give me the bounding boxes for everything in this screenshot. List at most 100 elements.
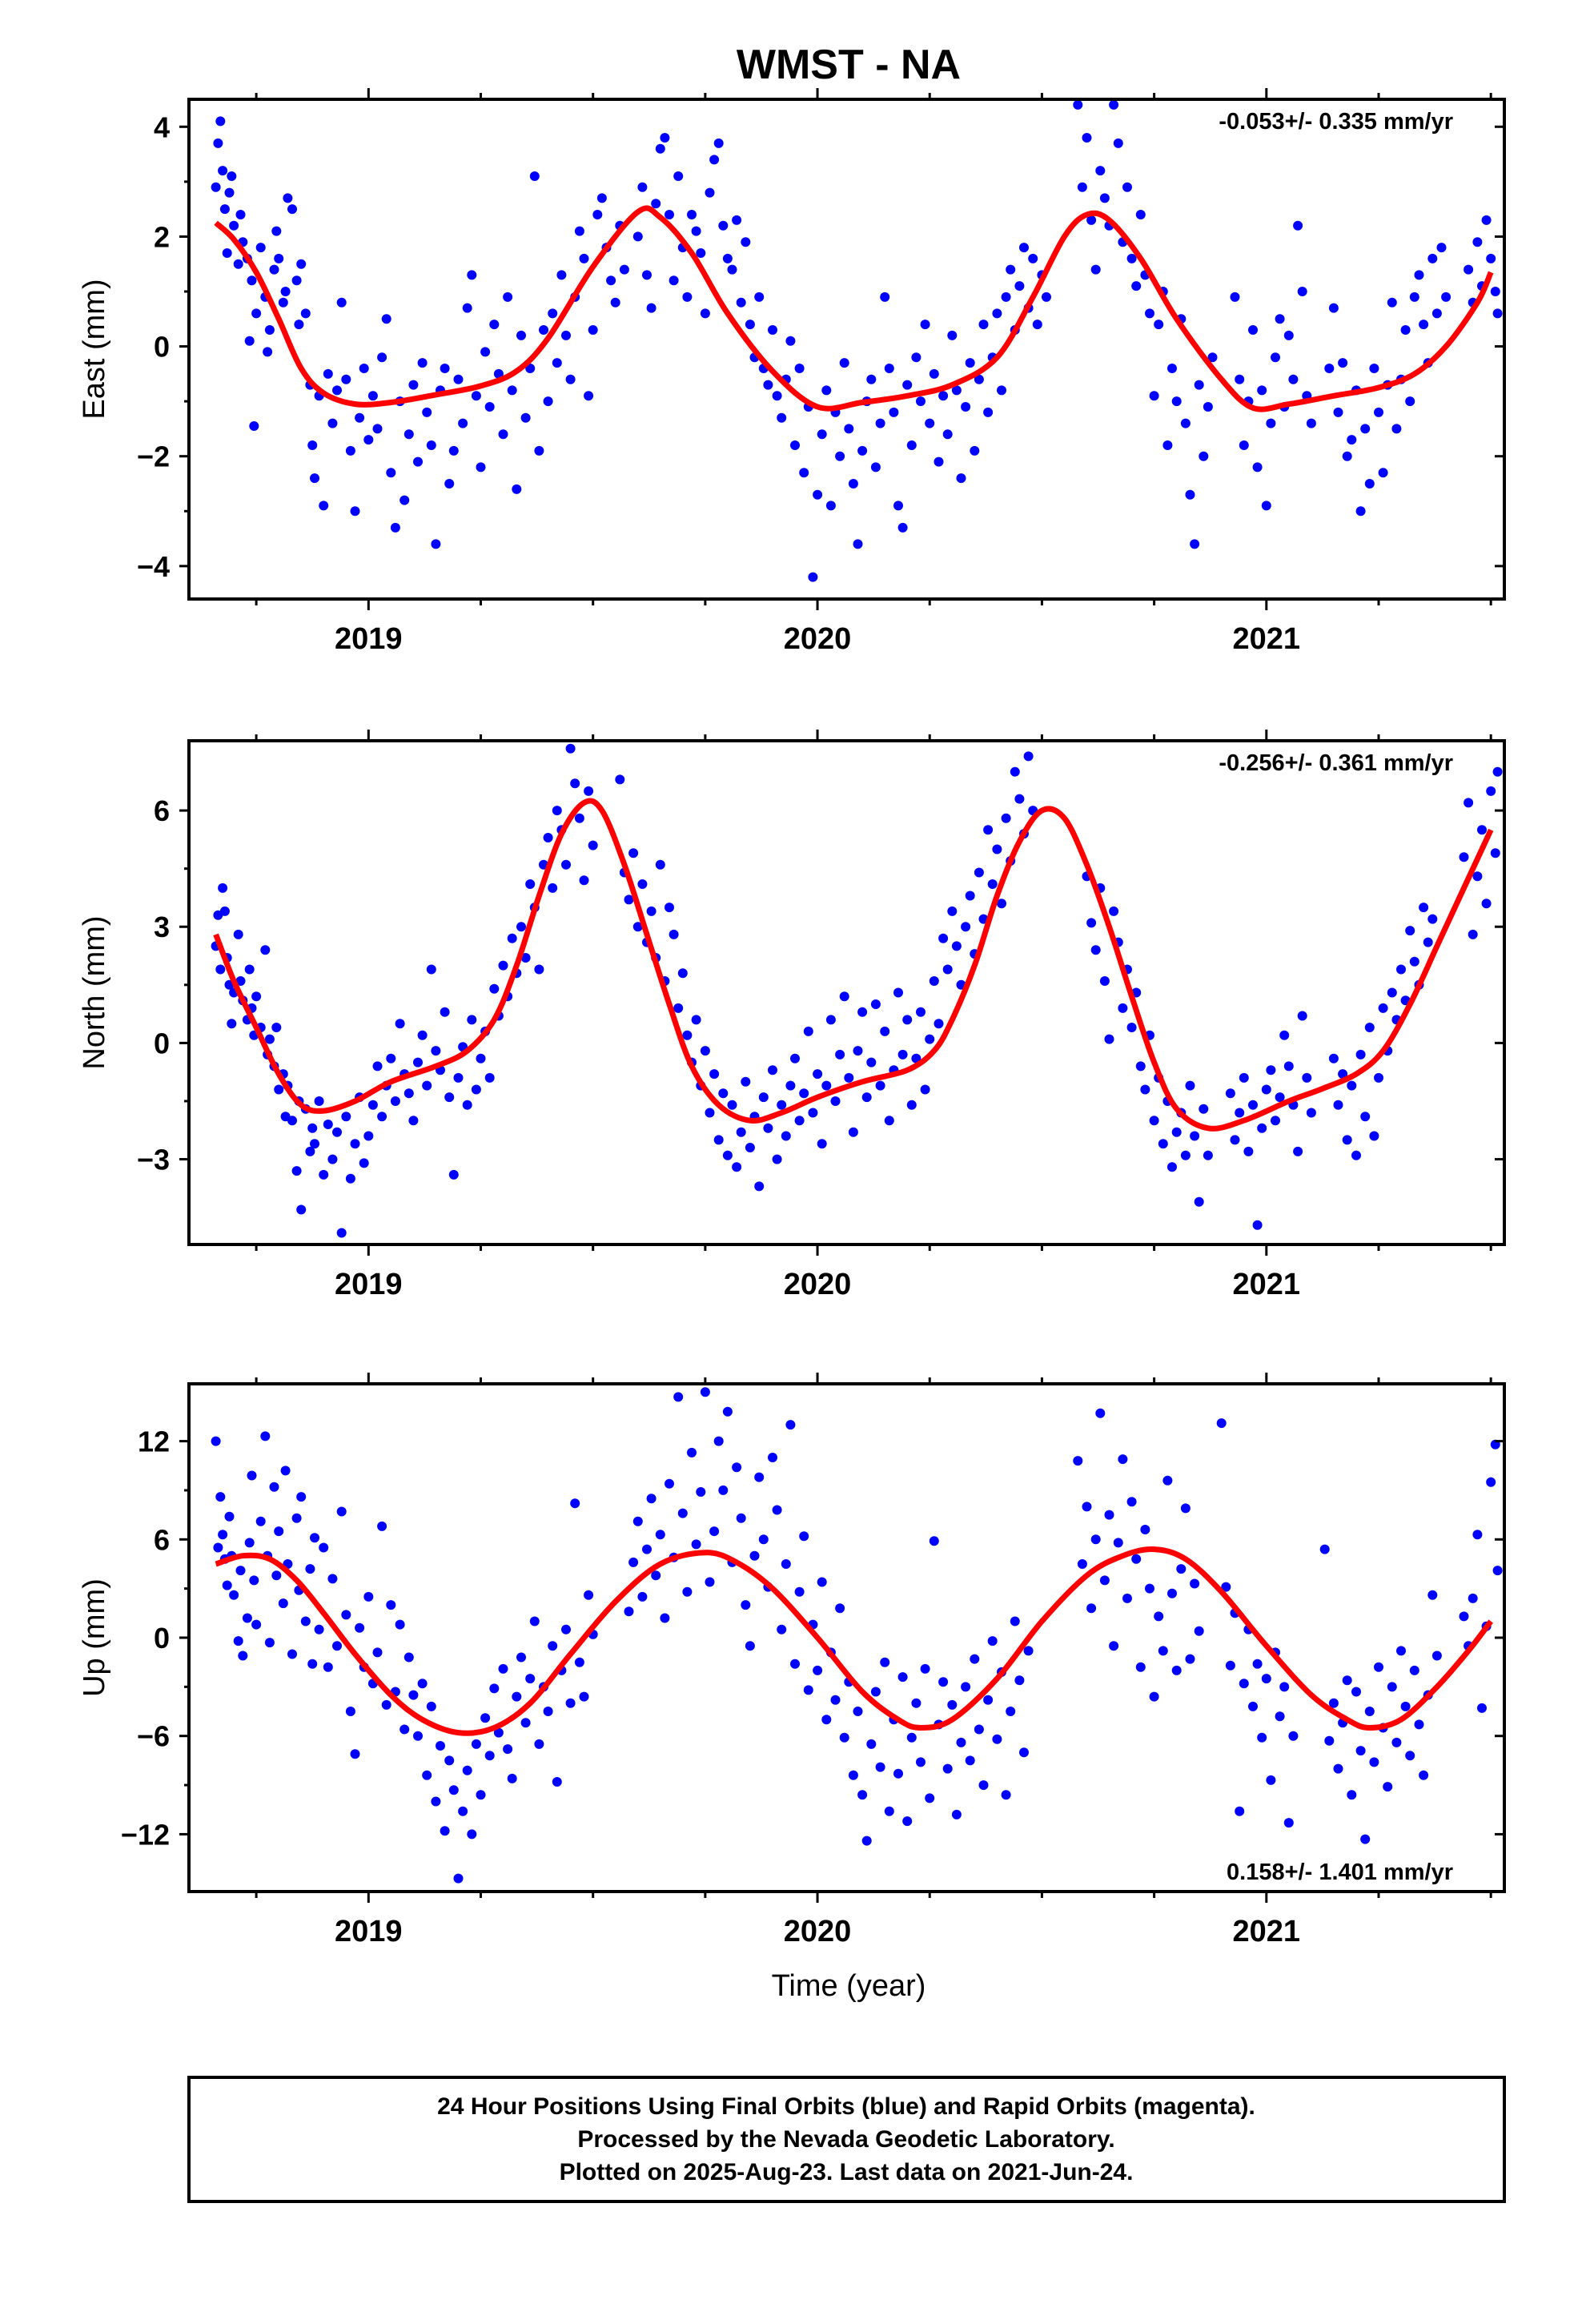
east-data-point (790, 440, 800, 450)
north-data-point (227, 1019, 237, 1029)
east-data-point (579, 253, 589, 263)
east-data-point (1283, 330, 1294, 340)
up-data-point (682, 1586, 693, 1597)
up-data-point (1180, 1503, 1191, 1514)
east-data-point (251, 308, 262, 319)
up-data-point (300, 1616, 311, 1626)
north-data-point (741, 1076, 751, 1087)
east-data-point (512, 484, 522, 494)
north-data-point (997, 899, 1006, 909)
up-data-point (1131, 1554, 1142, 1564)
up-data-point (696, 1487, 706, 1497)
north-data-point (1486, 786, 1496, 796)
up-data-point (471, 1739, 481, 1749)
east-data-point (556, 270, 567, 280)
north-data-point (1194, 1196, 1204, 1207)
north-data-point (417, 1030, 428, 1040)
north-data-point (327, 1154, 338, 1164)
up-data-point (1324, 1735, 1335, 1746)
north-data-point (431, 1046, 441, 1056)
up-data-point (1347, 1790, 1357, 1800)
chart-title: WMST - NA (737, 42, 961, 88)
east-data-point (1342, 451, 1352, 461)
up-data-point (484, 1751, 495, 1761)
north-data-point (448, 1169, 459, 1180)
up-data-point (242, 1613, 252, 1623)
east-data-point (498, 429, 508, 440)
north-data-point (1468, 929, 1478, 939)
east-data-point (574, 226, 584, 236)
east-data-point (224, 187, 235, 198)
east-data-point (386, 468, 396, 478)
east-data-point (1490, 287, 1500, 296)
east-data-point (875, 418, 885, 428)
north-data-point (839, 991, 849, 1002)
north-data-point (274, 1084, 284, 1095)
up-data-point (1342, 1675, 1352, 1686)
north-data-point (884, 1116, 894, 1126)
up-data-point (271, 1570, 282, 1581)
east-data-point (893, 501, 903, 511)
east-data-point (525, 364, 536, 373)
up-data-point (355, 1622, 365, 1633)
up-data-point (341, 1610, 351, 1620)
north-data-point (947, 906, 958, 916)
east-data-point (857, 445, 868, 456)
north-data-point (897, 1049, 908, 1059)
up-data-point (713, 1436, 724, 1446)
east-data-point (539, 325, 548, 335)
east-data-point (1126, 253, 1137, 263)
east-data-point (269, 264, 279, 275)
east-data-point (548, 308, 558, 319)
east-data-point (1266, 418, 1276, 428)
east-data-point (408, 380, 419, 390)
north-data-point (1225, 1088, 1235, 1099)
up-data-point (307, 1659, 318, 1669)
up-data-point (319, 1542, 329, 1553)
up-data-point (462, 1765, 472, 1775)
east-data-point (1297, 287, 1307, 296)
up-data-point (785, 1420, 796, 1430)
east-data-point (646, 303, 656, 313)
up-data-point (1077, 1559, 1087, 1569)
east-data-point (422, 407, 432, 417)
north-data-point (377, 1112, 387, 1122)
up-data-point (345, 1707, 355, 1716)
up-data-point (408, 1690, 419, 1700)
north-data-point (718, 1088, 729, 1099)
east-data-point (1387, 297, 1397, 308)
up-data-point (1477, 1703, 1487, 1713)
east-data-point (596, 193, 607, 203)
north-data-point (875, 1080, 885, 1091)
north-data-point (444, 1092, 455, 1103)
east-data-point (1288, 374, 1299, 384)
north-data-point (992, 844, 1002, 854)
east-data-point (1364, 479, 1375, 489)
up-data-point (448, 1785, 459, 1795)
east-data-point (1431, 308, 1442, 319)
up-data-point (987, 1636, 998, 1647)
up-data-point (1409, 1665, 1419, 1675)
east-data-point (709, 155, 720, 165)
up-data-point (970, 1654, 980, 1664)
north-y-tick-label: 3 (154, 911, 170, 943)
east-data-point (1369, 364, 1379, 373)
east-data-point (763, 380, 773, 390)
east-data-point (1486, 253, 1496, 263)
up-data-point (880, 1657, 890, 1667)
north-data-point (632, 922, 643, 932)
panel-north: −3 0 3 6 2019 2020 2021 North (mm) -0.256+/- 0.3… (78, 730, 1506, 1301)
east-y-axis-label: East (mm) (78, 279, 111, 419)
north-data-point (1275, 1092, 1285, 1103)
north-data-point (732, 1162, 742, 1172)
north-data-point (235, 976, 246, 986)
north-data-point (1230, 1135, 1240, 1145)
up-data-point (1391, 1737, 1402, 1747)
up-data-point (1427, 1590, 1438, 1600)
up-data-point (323, 1662, 333, 1672)
east-data-point (1271, 352, 1280, 363)
east-data-point (417, 358, 428, 368)
up-data-point (1492, 1566, 1503, 1576)
north-data-point (345, 1173, 355, 1184)
up-data-point (1459, 1611, 1469, 1622)
